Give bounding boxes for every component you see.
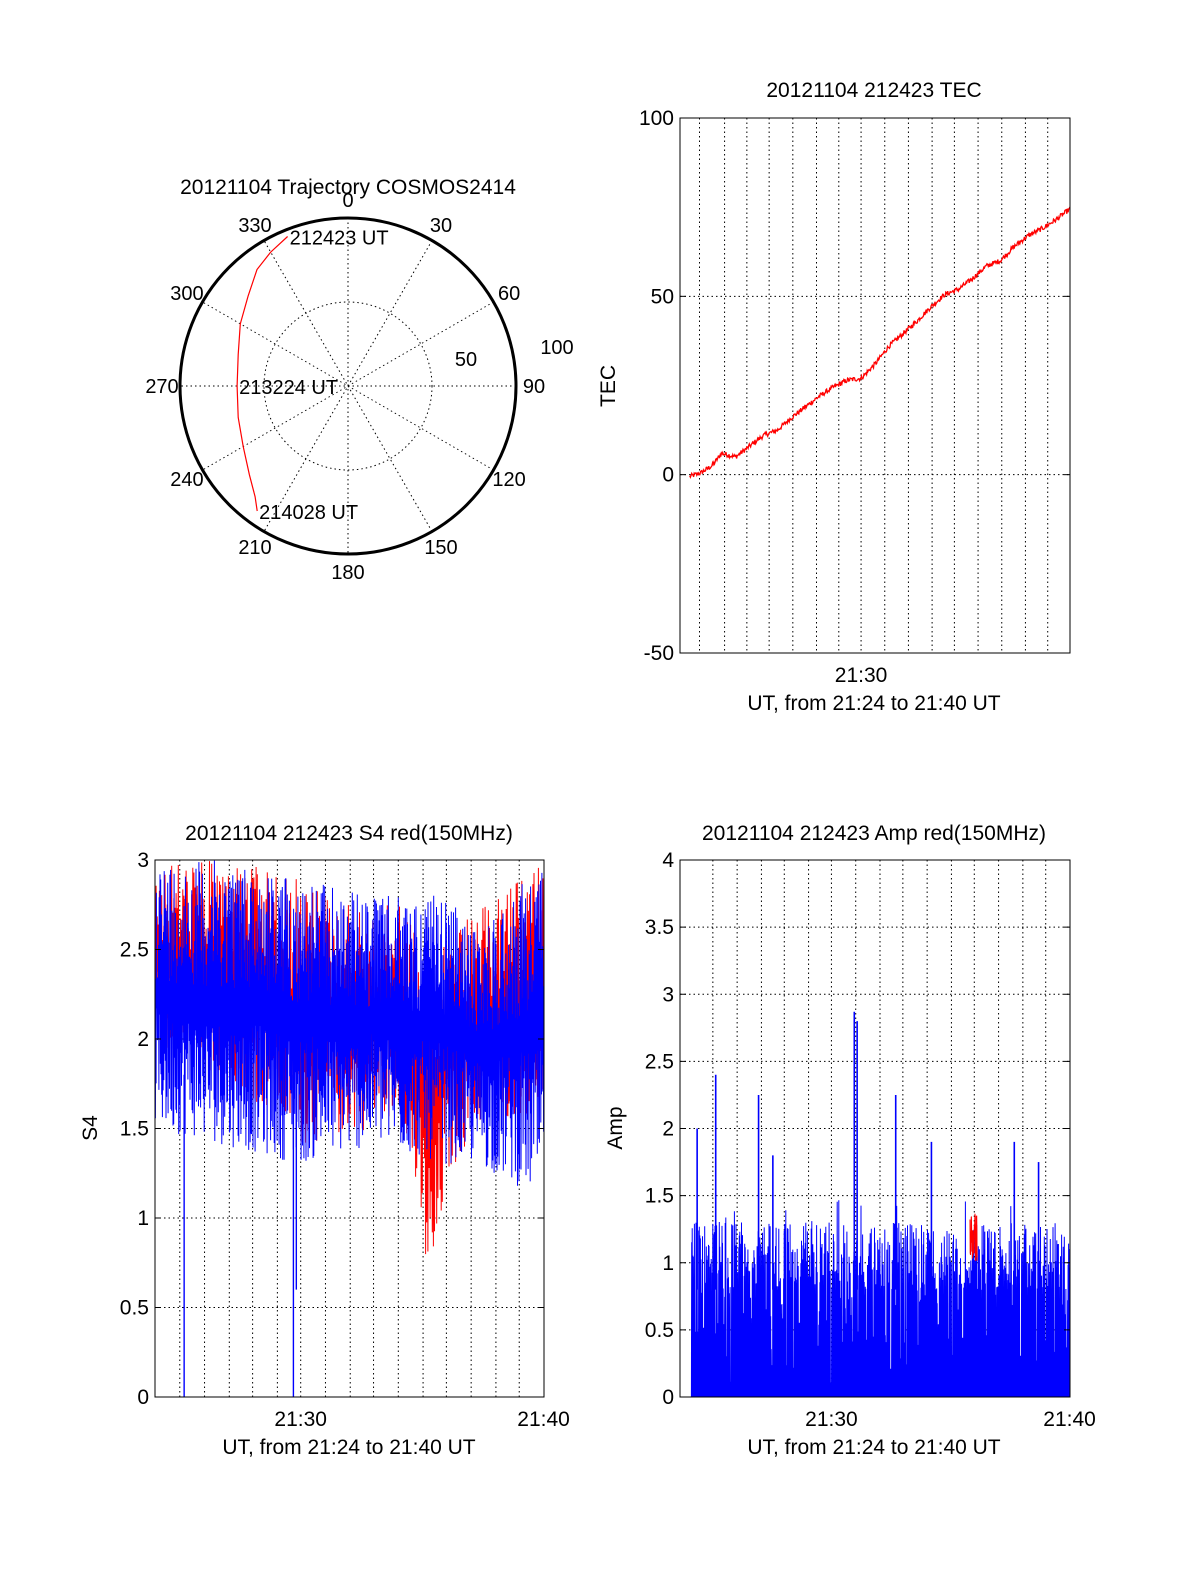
x-tick-label: 21:30 xyxy=(274,1408,327,1431)
trajectory-annotation: 212423 UT xyxy=(290,227,389,249)
trajectory-annotation: 214028 UT xyxy=(259,502,358,524)
azimuth-label: 120 xyxy=(492,469,525,491)
tec-xlabel: UT, from 21:24 to 21:40 UT xyxy=(747,692,1000,715)
tec-plot-frame xyxy=(679,117,1071,654)
s4-blue-series xyxy=(155,860,544,1186)
trajectory-panel: 20121104 Trajectory COSMOS2414 0 30 60 90 12… xyxy=(145,176,573,584)
y-tick-label: 3 xyxy=(662,983,674,1006)
y-tick-label: 2 xyxy=(137,1028,149,1051)
y-tick-label: 1 xyxy=(662,1252,674,1275)
y-tick-label: 0.5 xyxy=(645,1319,674,1342)
x-tick-label: 21:30 xyxy=(835,664,888,687)
azimuth-grid xyxy=(180,218,516,554)
azimuth-label: 90 xyxy=(523,376,545,398)
amp-red-series xyxy=(969,1213,978,1261)
y-tick-label: 4 xyxy=(662,849,674,872)
y-tick-label: 1.5 xyxy=(120,1118,149,1141)
x-tick-label: 21:40 xyxy=(1043,1408,1096,1431)
amp-blue-spikes xyxy=(696,1011,1040,1290)
azimuth-label: 150 xyxy=(424,537,457,559)
x-tick-label: 21:40 xyxy=(517,1408,570,1431)
y-tick-label: 1 xyxy=(137,1207,149,1230)
x-tick-label: 21:30 xyxy=(805,1408,858,1431)
s4-title: 20121104 212423 S4 red(150MHz) xyxy=(185,822,513,845)
amp-title: 20121104 212423 Amp red(150MHz) xyxy=(702,822,1046,845)
azimuth-label: 180 xyxy=(331,562,364,584)
y-tick-label: 3.5 xyxy=(645,916,674,939)
tec-panel: 20121104 212423 TEC -50 0 50 100 21:30 TEC U… xyxy=(597,79,1071,715)
amp-tick-labels: 0 0.5 1 1.5 2 2.5 3 3.5 4 21:30 21:40 xyxy=(645,849,1096,1431)
s4-xlabel: UT, from 21:24 to 21:40 UT xyxy=(222,1436,475,1459)
amp-ylabel: Amp xyxy=(604,1106,627,1149)
y-tick-label: 50 xyxy=(651,285,674,308)
trajectory-title: 20121104 Trajectory COSMOS2414 xyxy=(180,176,516,199)
azimuth-labels: 0 30 60 90 120 150 180 210 240 270 300 330 xyxy=(145,190,545,584)
tec-tick-labels: -50 0 50 100 21:30 xyxy=(639,107,1070,687)
y-tick-label: 3 xyxy=(137,849,149,872)
tec-title: 20121104 212423 TEC xyxy=(766,79,981,102)
azimuth-label: 60 xyxy=(498,283,520,305)
tec-grid xyxy=(680,118,1070,653)
azimuth-label: 210 xyxy=(238,537,271,559)
y-tick-label: 0 xyxy=(662,464,674,487)
tec-ylabel: TEC xyxy=(597,365,620,407)
tec-series-line xyxy=(689,206,1071,479)
radial-label-50: 50 xyxy=(455,349,477,371)
y-tick-label: 2 xyxy=(662,1118,674,1141)
trajectory-annotations: 212423 UT 213224 UT 214028 UT xyxy=(239,227,388,524)
azimuth-label: 30 xyxy=(430,215,452,237)
azimuth-label: 240 xyxy=(170,469,203,491)
azimuth-spoke xyxy=(263,240,433,532)
y-tick-label: 0 xyxy=(137,1386,149,1409)
y-tick-label: -50 xyxy=(644,642,674,665)
y-tick-label: 2.5 xyxy=(645,1050,674,1073)
s4-tick-labels: 0 0.5 1 1.5 2 2.5 3 21:30 21:40 xyxy=(120,849,570,1431)
azimuth-label: 270 xyxy=(145,376,178,398)
y-tick-label: 0 xyxy=(662,1386,674,1409)
s4-blue-spikes xyxy=(183,1074,298,1397)
amp-xlabel: UT, from 21:24 to 21:40 UT xyxy=(747,1436,1000,1459)
y-tick-label: 1.5 xyxy=(645,1185,674,1208)
y-tick-label: 0.5 xyxy=(120,1297,149,1320)
amp-blue-series xyxy=(690,1200,1070,1397)
s4-panel: 20121104 212423 S4 red(150MHz) 0 0.5 1 1.5 2… xyxy=(79,822,570,1459)
azimuth-label: 330 xyxy=(238,215,271,237)
trajectory-annotation: 213224 UT xyxy=(239,377,338,399)
s4-ylabel: S4 xyxy=(79,1115,102,1141)
radial-label-100: 100 xyxy=(540,337,573,359)
azimuth-label: 0 xyxy=(342,190,353,212)
trajectory-line xyxy=(236,236,289,512)
azimuth-label: 300 xyxy=(170,283,203,305)
y-tick-label: 2.5 xyxy=(120,939,149,962)
amp-panel: 20121104 212423 Amp red(150MHz) 0 0.5 1 1.5… xyxy=(604,822,1096,1459)
y-tick-label: 100 xyxy=(639,107,674,130)
